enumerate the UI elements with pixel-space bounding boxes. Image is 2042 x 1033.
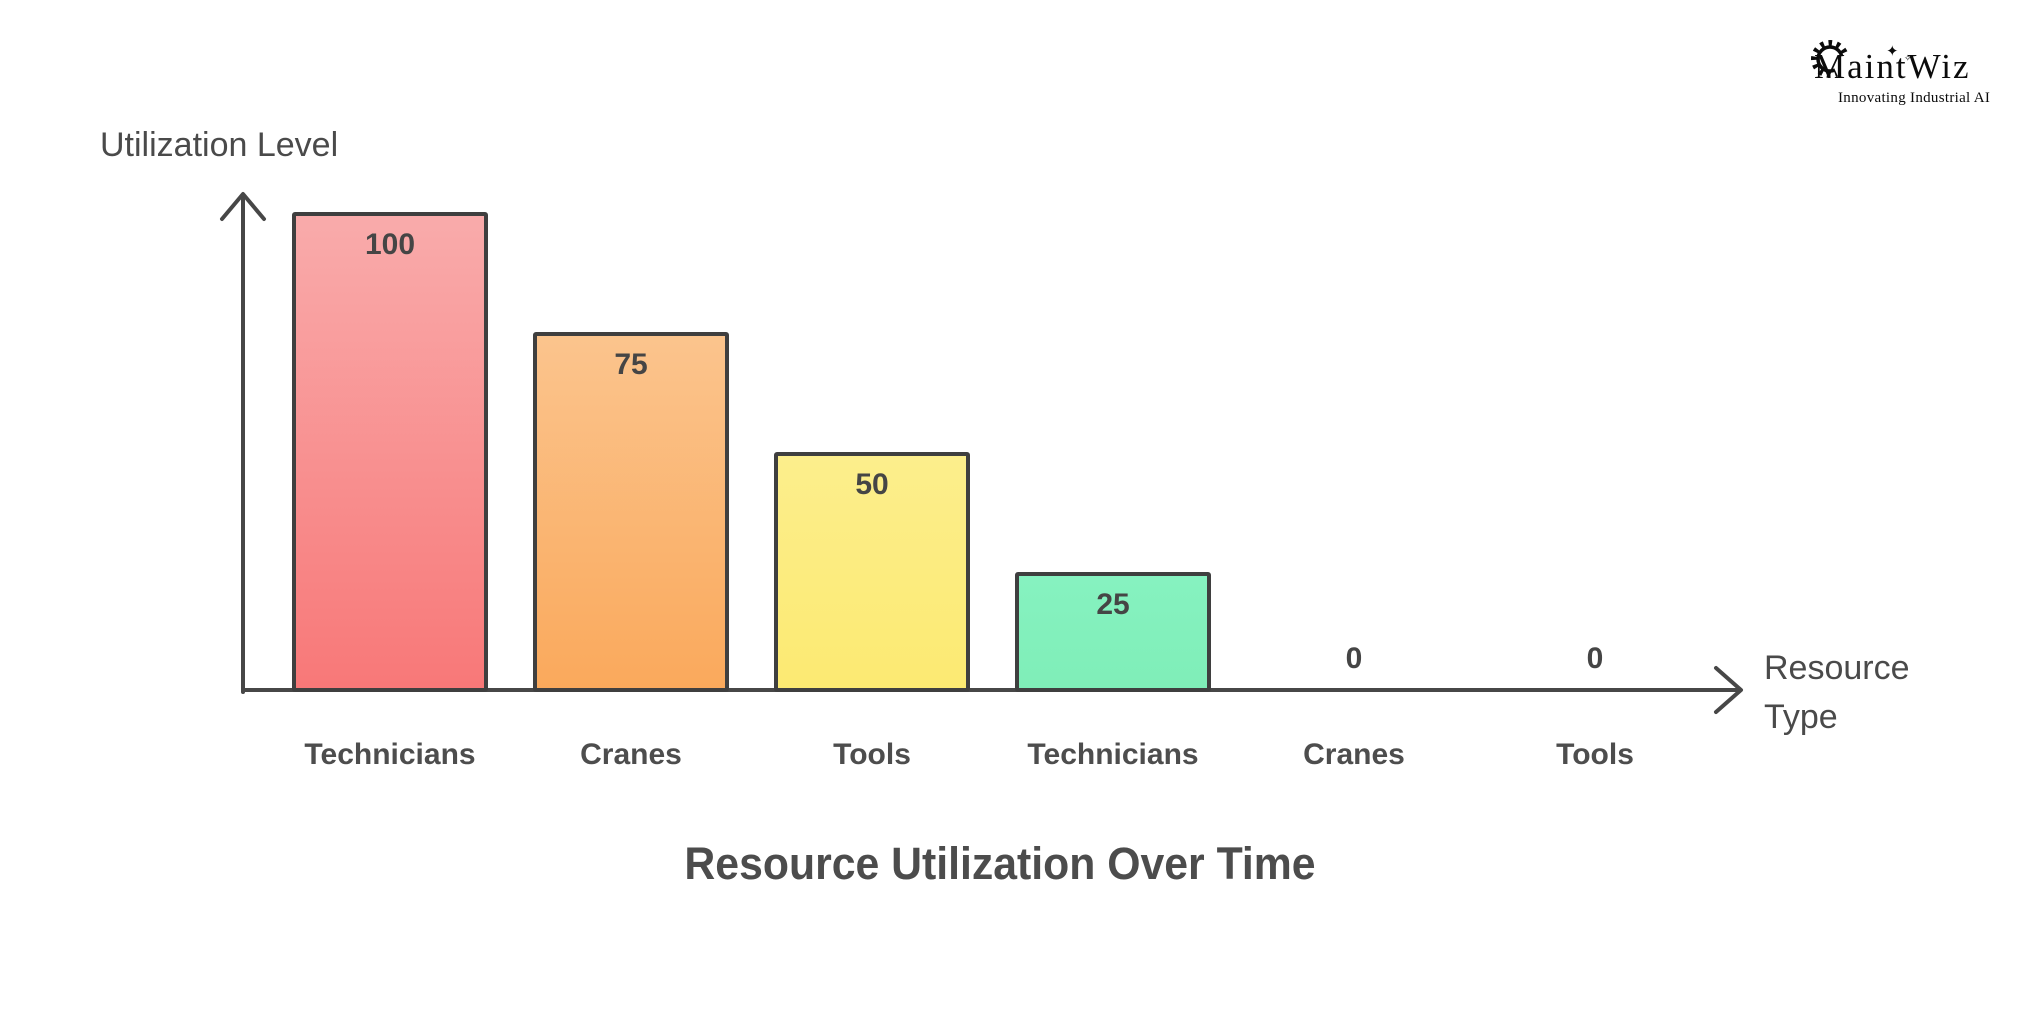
y-axis-label: Utilization Level (100, 126, 339, 164)
x-axis-arrowhead-icon (1714, 666, 1743, 714)
chart-title: Resource Utilization Over Time (684, 838, 1316, 889)
gear-icon (1811, 40, 1852, 81)
bar: 100 (292, 212, 488, 692)
logo-name: MaintWiz (1814, 47, 1971, 86)
logo-tagline: Innovating Industrial AI (1838, 90, 1991, 106)
bar-value-label: 75 (614, 348, 648, 381)
bar-value-label: 50 (855, 468, 889, 501)
bar: 50 (774, 452, 970, 692)
x-category-label: Cranes (580, 738, 682, 771)
bar: 75 (533, 332, 729, 692)
x-category-label: Cranes (1303, 738, 1405, 771)
bar-value-label: 0 (1586, 642, 1604, 675)
bar-value-label: 25 (1096, 588, 1130, 621)
x-category-label: Tools (833, 738, 911, 771)
sparkle-icon: ✦ (1886, 43, 1899, 60)
x-category-label: Technicians (304, 738, 476, 771)
bar-value-label: 100 (364, 228, 416, 261)
sparkle-icon: ✧ (1904, 53, 1912, 63)
bar-value-label: 0 (1345, 642, 1363, 675)
x-category-label: Technicians (1027, 738, 1199, 771)
x-category-label: Tools (1556, 738, 1634, 771)
bar: 25 (1015, 572, 1211, 692)
maintwiz-logo: MaintWiz ✦ ✧ Innovating Industrial AI (1796, 30, 2032, 110)
y-axis-arrowhead-icon (220, 192, 266, 221)
x-axis-label: Resource Type (1764, 649, 1910, 736)
